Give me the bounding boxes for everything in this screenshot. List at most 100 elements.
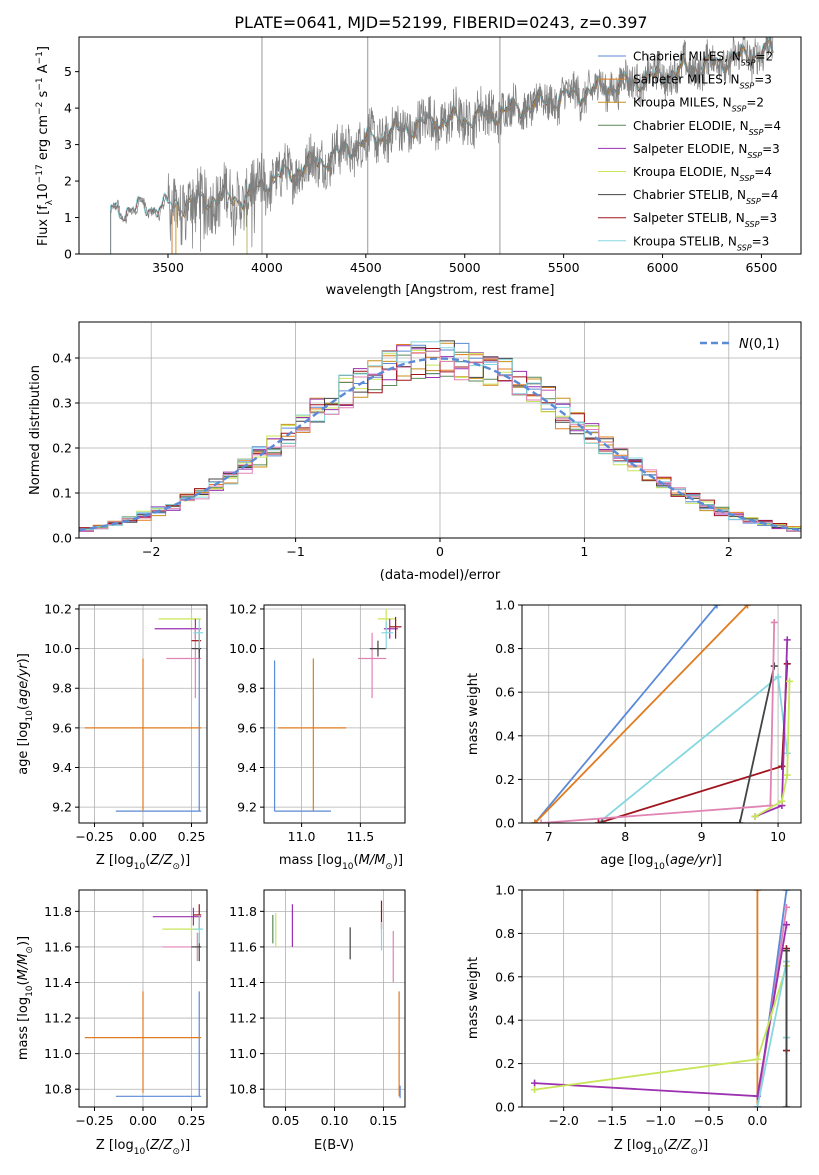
mass-vs-ebv-xtick-label: 0.05	[272, 1113, 300, 1128]
spectrum-xtick-label: 6000	[647, 260, 679, 275]
weight-vs-age-line-pink	[541, 622, 776, 823]
weight-vs-age-marker-chabrier_miles	[713, 605, 721, 609]
age-vs-Z-ytick-label: 10.0	[44, 641, 72, 656]
age-vs-mass-ytick-label: 9.6	[237, 720, 257, 735]
spectrum-ytick-label: 1	[64, 210, 72, 225]
age-vs-Z-ytick-label: 9.2	[52, 800, 72, 815]
weight-vs-age-frame	[521, 604, 802, 824]
age-vs-Z-ytick-label: 9.8	[52, 681, 72, 696]
weight-vs-age-line-kroupa_stelib	[597, 675, 789, 823]
mass-vs-ebv-ytick-label: 11.2	[229, 1011, 257, 1026]
residuals-plot-area	[79, 340, 801, 532]
age-vs-mass-ytick-label: 10.2	[229, 601, 257, 616]
weight-vs-age-plot-area	[531, 605, 794, 823]
weight-vs-age-marker-chabrier_stelib	[598, 819, 606, 823]
spectrum-ytick-label: 0	[64, 247, 72, 262]
spectrum-xtick-label: 5500	[548, 260, 580, 275]
age-vs-Z-xtick-label: 0.00	[129, 829, 157, 844]
spectrum-axes: 3500 4000 4500 5000 5500 6000 6500 0 1 2 3 4 5 Chabri…	[35, 36, 802, 298]
residuals-xtick-label: 1	[580, 544, 588, 559]
weight-vs-age-marker-salpeter_elodie	[783, 636, 791, 644]
age-vs-Z-xtick-label: 0.25	[178, 829, 206, 844]
spectrum-ytick-label: 5	[64, 64, 72, 79]
age-vs-mass-ytick-label: 9.4	[237, 760, 257, 775]
mass-vs-Z-ytick-label: 11.6	[44, 939, 72, 954]
spectrum-xtick-label: 6500	[746, 260, 778, 275]
age-vs-Z-plot-area	[84, 612, 204, 812]
mass-vs-Z-plot-area	[84, 904, 204, 1097]
mass-vs-Z-ytick-label: 11.4	[44, 975, 72, 990]
spectrum-xtick-label: 4000	[251, 260, 283, 275]
weight-vs-age-ytick-label: 0.4	[495, 728, 515, 743]
mass-vs-Z-xtick-label: 0.25	[178, 1113, 206, 1128]
residuals-ytick-label: 0.3	[52, 396, 72, 411]
spectrum-ytick-label: 3	[64, 137, 72, 152]
normal-curve	[79, 357, 801, 532]
weight-vs-age-line-salpeter_miles	[534, 605, 749, 823]
histogram-pink	[79, 350, 801, 532]
mass-vs-Z-xlabel: Z [log10(Z/Z⊙)]	[96, 1138, 190, 1157]
age-vs-Z-ylabel: age [log10(age/yr)]	[16, 653, 35, 775]
weight-vs-age-xtick-label: 10	[770, 829, 786, 844]
spectrum-xtick-label: 5000	[449, 260, 481, 275]
weight-vs-Z-xtick-label: −2.0	[548, 1113, 578, 1128]
age-vs-Z-xtick-label: −0.25	[75, 829, 113, 844]
weight-vs-age-marker-salpeter_miles	[531, 819, 539, 823]
weight-vs-Z-ytick-label: 0.4	[495, 1013, 515, 1028]
weight-vs-age-marker-salpeter_miles	[743, 605, 751, 609]
weight-vs-Z-marker-kroupa_elodie	[531, 1086, 539, 1094]
spectrum-ylabel: Flux [fλ10−17 erg cm−2 s−1 A−1]	[35, 46, 55, 246]
weight-vs-Z-xtick-label: −1.0	[645, 1113, 675, 1128]
spectrum-xtick-label: 4500	[350, 260, 382, 275]
legend-entry-salpeter_miles: Salpeter MILES, NSSP=3	[633, 73, 772, 91]
residuals-ytick-label: 0.2	[52, 441, 72, 456]
age-vs-mass-xtick-label: 11.5	[346, 829, 374, 844]
mass-vs-Z-axes: −0.25 0.00 0.25 10.8 11.0 11.2 11.4 11.6 11.8 Z […	[16, 889, 208, 1157]
weight-vs-age-marker-chabrier_stelib	[736, 819, 744, 823]
weight-vs-Z-axes: −2.0 −1.5 −1.0 −0.5 0.0 0.0 0.2 0.4 0.6 0.8 1.0 Z […	[466, 883, 802, 1157]
weight-vs-age-marker-kroupa_elodie	[751, 812, 759, 820]
weight-vs-age-line-kroupa_elodie	[754, 681, 791, 818]
spectrum-xlabel: wavelength [Angstrom, rest frame]	[326, 283, 555, 298]
residuals-xtick-label: −1	[286, 544, 304, 559]
mass-vs-ebv-ytick-label: 11.4	[229, 975, 257, 990]
weight-vs-Z-frame	[521, 889, 802, 1108]
age-vs-Z-ytick-label: 10.2	[44, 601, 72, 616]
mass-vs-ebv-ytick-label: 11.0	[229, 1046, 257, 1061]
weight-vs-Z-ytick-label: 0.2	[495, 1056, 515, 1071]
mass-vs-ebv-ytick-label: 10.8	[229, 1082, 257, 1097]
mass-vs-ebv-xtick-label: 0.10	[321, 1113, 349, 1128]
spectrum-data-line	[110, 37, 774, 254]
spectrum-xtick-label: 3500	[152, 260, 184, 275]
residuals-xtick-label: 0	[436, 544, 444, 559]
histogram-kroupa_stelib	[79, 341, 801, 530]
weight-vs-age-marker-kroupa_elodie	[778, 797, 786, 805]
weight-vs-Z-xtick-label: −0.5	[694, 1113, 724, 1128]
mass-vs-Z-ytick-label: 11.8	[44, 904, 72, 919]
weight-vs-Z-ytick-label: 0.0	[495, 1100, 515, 1115]
age-vs-mass-xtick-label: 11.0	[288, 829, 316, 844]
weight-vs-Z-marker-kroupa_elodie	[753, 1055, 761, 1063]
legend-entry-salpeter_stelib: Salpeter STELIB, NSSP=3	[633, 211, 777, 229]
spectrum-plot-area	[110, 37, 774, 254]
weight-vs-Z-marker-chabrier_stelib	[782, 947, 790, 955]
spectrum-frame	[78, 36, 802, 255]
weight-vs-age-xlabel: age [log10(age/yr)]	[600, 853, 722, 872]
weight-vs-age-xtick-label: 7	[545, 829, 553, 844]
age-vs-mass-frame	[263, 604, 406, 824]
weight-vs-Z-marker-pink	[782, 903, 790, 911]
mass-vs-Z-ytick-label: 11.0	[44, 1046, 72, 1061]
age-vs-mass-ytick-label: 10.0	[229, 641, 257, 656]
age-vs-mass-plot-area	[273, 608, 402, 812]
weight-vs-age-xtick-label: 9	[698, 829, 706, 844]
mass-vs-ebv-plot-area	[272, 900, 401, 1099]
weight-vs-Z-ytick-label: 1.0	[495, 883, 515, 898]
mass-vs-Z-xtick-label: −0.25	[75, 1113, 113, 1128]
residuals-ytick-label: 0.1	[52, 486, 72, 501]
weight-vs-age-marker-salpeter_stelib	[778, 762, 786, 770]
weight-vs-Z-ylabel: mass weight	[466, 957, 481, 1039]
mass-vs-Z-ytick-label: 11.2	[44, 1011, 72, 1026]
legend-entry-kroupa_stelib: Kroupa STELIB, NSSP=3	[633, 234, 769, 252]
residuals-xlabel: (data-model)/error	[380, 568, 501, 583]
